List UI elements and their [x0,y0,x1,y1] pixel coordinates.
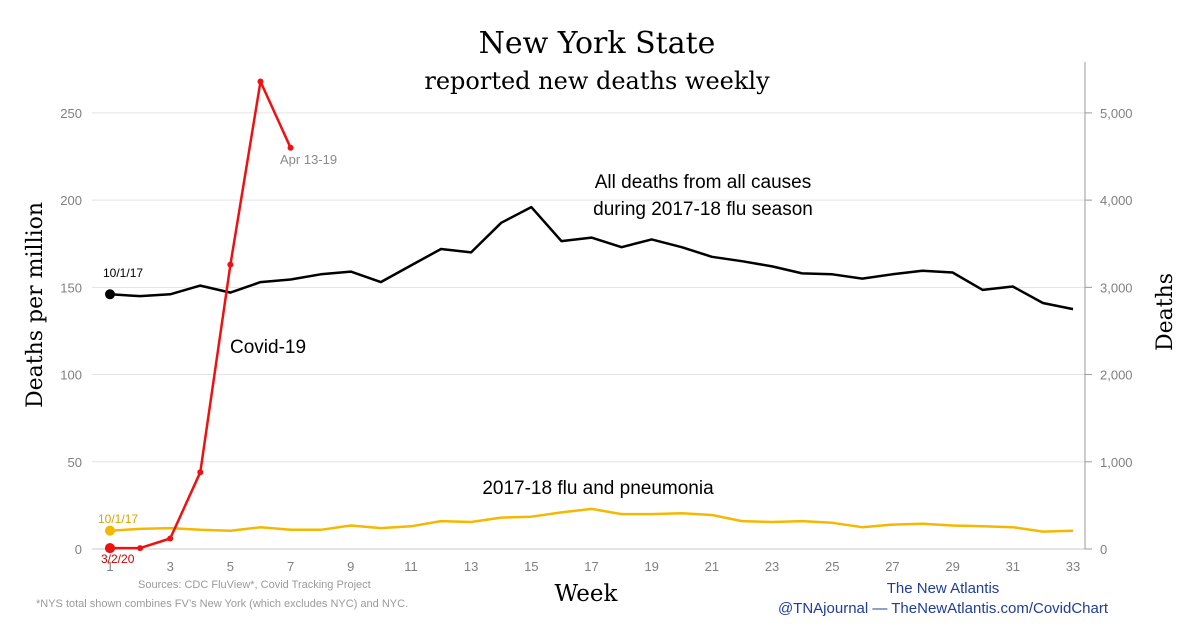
y-axis-right-label: Deaths [1153,273,1178,351]
series-group [105,78,1074,554]
x-tick-label: 27 [885,559,899,574]
y-tick-label-left: 0 [75,542,82,557]
covid-end-label: Apr 13-19 [280,152,337,167]
axes: 0 50 100 150 200 250 0 1,000 2,000 3,000 4,000 5,00… [60,62,1133,574]
y-tick-label-left: 150 [60,280,82,295]
y-tick-label-right: 0 [1100,542,1107,557]
covid-data-point [227,261,234,268]
y-tick-label-right: 1,000 [1100,455,1133,470]
series-labels: 10/1/17 10/1/17 3/2/20 Apr 13-19 All deaths … [98,152,813,566]
x-tick-label: 3 [167,559,174,574]
grid [92,112,1085,463]
y-tick-label-right: 4,000 [1100,193,1133,208]
all-causes-start-label: 10/1/17 [103,266,143,280]
y-tick-label-left: 200 [60,193,82,208]
covid-series-label: Covid-19 [230,337,306,358]
all-causes-series-label: All deaths from all causes [595,172,812,193]
x-tick-label: 1 [106,559,113,574]
y-tick-label-right: 2,000 [1100,368,1133,383]
covid-start-point [105,543,115,554]
sources-note: Sources: CDC FluView*, Covid Tracking Pr… [138,579,371,591]
x-tick-label: 17 [584,559,598,574]
x-axis-label: Week [555,581,619,607]
x-tick-label: 33 [1066,559,1080,574]
covid-data-point [197,469,204,476]
series-line-covid19 [110,80,292,550]
footnote: *NYS total shown combines FV’s New York … [36,598,408,610]
chart-subtitle: reported new deaths weekly [424,67,770,95]
flu-start-point [105,525,115,536]
all-causes-series-label: during 2017-18 flu season [593,199,813,220]
covid-data-point [137,545,144,552]
x-tick-label: 9 [347,559,354,574]
x-tick-label: 11 [404,559,418,574]
x-tick-label: 31 [1006,559,1020,574]
x-tick-label: 15 [524,559,538,574]
x-tick-label: 25 [825,559,839,574]
x-tick-label: 29 [945,559,959,574]
x-tick-label: 5 [227,559,234,574]
y-tick-label-left: 50 [68,455,82,470]
credit-publication: The New Atlantis [887,580,1000,597]
x-tick-label: 13 [464,559,478,574]
y-tick-label-right: 5,000 [1100,106,1133,121]
covid-data-point [287,144,294,151]
x-tick-label: 19 [644,559,658,574]
series-line-all [109,205,1074,311]
covid-start-label: 3/2/20 [101,552,135,566]
y-axis-left-label: Deaths per million [23,202,48,408]
chart-title: New York State [479,26,716,61]
x-tick-label: 23 [765,559,779,574]
credit-url: @TNAjournal — TheNewAtlantis.com/CovidCh… [778,600,1109,617]
flu-start-label: 10/1/17 [98,512,138,526]
y-tick-label-right: 3,000 [1100,280,1133,295]
flu-series-label: 2017-18 flu and pneumonia [482,478,714,499]
y-tick-label-left: 250 [60,106,82,121]
x-tick-label: 21 [705,559,719,574]
series-line-201718 [109,507,1074,533]
covid-data-point [167,535,174,542]
x-tick-label: 7 [287,559,294,574]
all-causes-start-point [105,289,115,300]
covid-data-point [257,78,264,85]
y-tick-label-left: 100 [60,368,82,383]
